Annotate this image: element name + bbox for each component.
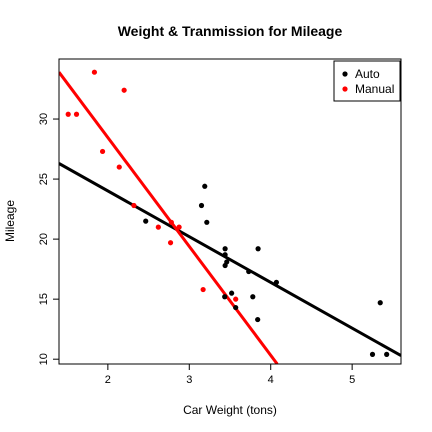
data-point-auto bbox=[233, 304, 239, 311]
y-tick-label: 20 bbox=[38, 233, 50, 245]
data-point-auto bbox=[384, 351, 390, 357]
y-tick-label: 10 bbox=[38, 353, 50, 365]
fit-line-manual bbox=[59, 71, 279, 364]
data-point-auto bbox=[255, 246, 261, 252]
data-point-manual bbox=[121, 87, 127, 93]
data-point-auto bbox=[229, 290, 235, 296]
y-tick-label: 30 bbox=[38, 113, 50, 125]
y-axis: 10 15 20 25 30 bbox=[38, 113, 59, 365]
legend-label-manual: Manual bbox=[355, 82, 394, 96]
data-point-manual bbox=[200, 286, 206, 293]
legend-box bbox=[333, 60, 401, 102]
data-point-auto bbox=[222, 262, 228, 269]
legend: Auto Manual bbox=[333, 60, 401, 102]
data-point-auto bbox=[143, 218, 149, 224]
data-point-manual bbox=[65, 111, 71, 117]
data-point-manual bbox=[176, 224, 182, 230]
y-tick-label: 15 bbox=[38, 293, 50, 305]
x-tick-label: 4 bbox=[268, 374, 274, 386]
x-axis: 2 3 4 5 bbox=[105, 364, 355, 386]
data-points bbox=[65, 69, 390, 357]
data-point-manual bbox=[233, 296, 239, 302]
x-tick-label: 3 bbox=[186, 374, 192, 386]
data-point-auto bbox=[255, 316, 261, 323]
data-point-auto bbox=[369, 351, 376, 357]
data-point-manual bbox=[167, 240, 174, 246]
data-point-auto bbox=[222, 294, 228, 300]
data-point-manual bbox=[73, 111, 80, 117]
data-point-auto bbox=[222, 252, 228, 258]
fit-line-auto bbox=[59, 162, 401, 357]
data-point-auto bbox=[222, 246, 228, 252]
data-point-auto bbox=[198, 202, 205, 209]
plot-area bbox=[58, 58, 402, 365]
legend-label-auto: Auto bbox=[355, 67, 380, 81]
legend-marker-manual bbox=[342, 86, 348, 92]
data-point-auto bbox=[246, 268, 252, 275]
data-point-auto bbox=[202, 183, 208, 189]
data-point-manual bbox=[91, 69, 98, 75]
data-point-manual bbox=[116, 164, 122, 170]
x-tick-label: 2 bbox=[105, 374, 111, 386]
data-point-auto bbox=[273, 279, 280, 285]
data-point-manual bbox=[155, 224, 161, 230]
x-axis-label: Car Weight (tons) bbox=[183, 403, 277, 417]
data-point-auto bbox=[204, 219, 210, 225]
legend-marker-auto bbox=[342, 71, 348, 77]
y-axis-label: Mileage bbox=[3, 200, 17, 242]
data-point-auto bbox=[377, 300, 383, 306]
fit-lines bbox=[59, 71, 401, 364]
x-tick-label: 5 bbox=[349, 374, 355, 386]
chart-title: Weight & Tranmission for Mileage bbox=[118, 23, 343, 39]
plot-frame bbox=[58, 58, 402, 365]
data-point-manual bbox=[131, 202, 137, 209]
y-tick-label: 25 bbox=[38, 173, 50, 185]
data-point-manual bbox=[99, 148, 106, 155]
data-point-manual bbox=[168, 219, 174, 225]
data-point-auto bbox=[250, 294, 256, 300]
